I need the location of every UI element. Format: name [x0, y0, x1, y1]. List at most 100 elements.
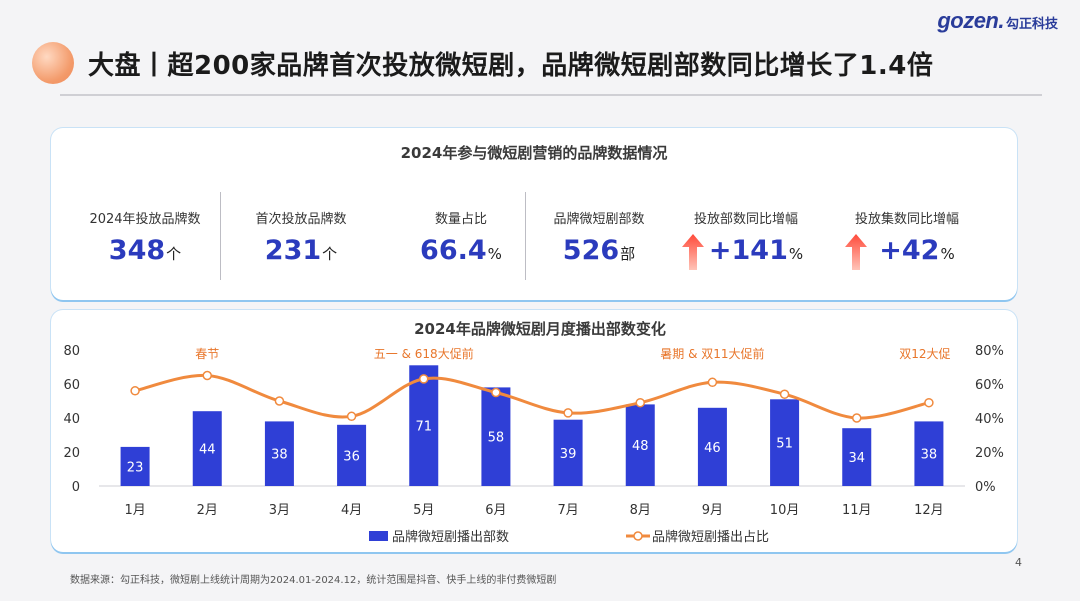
logo-cn: 勾正科技 [1005, 16, 1058, 31]
share-point [924, 397, 934, 408]
bar-data-label: 51 [776, 437, 793, 452]
share-point [202, 370, 212, 381]
y-tick-label: 20 [63, 446, 80, 461]
bar [264, 421, 294, 486]
data-source-note: 数据来源：勾正科技，微短剧上线统计周期为2024.01-2024.12，统计范围… [70, 575, 557, 586]
bar-data-label: 46 [704, 441, 721, 456]
kpi-value: 231个 [264, 235, 338, 266]
kpi-drama-yoy: 投放部数同比增幅 +141% [676, 208, 816, 266]
y2-tick-label: 60% [975, 378, 1004, 393]
bar [481, 387, 511, 486]
bar-data-label: 58 [488, 431, 505, 446]
chart-title: 2024年品牌微短剧月度播出部数变化 [414, 320, 666, 338]
up-arrow-icon [845, 234, 867, 270]
summary-title: 2024年参与微短剧营销的品牌数据情况 [400, 144, 668, 162]
bar [697, 407, 727, 486]
share-point [274, 396, 285, 406]
share-point [707, 377, 718, 388]
x-tick-label: 9月 [702, 503, 723, 518]
legend-bar-label: 品牌微短剧播出部数 [392, 529, 509, 545]
bar-data-label: 71 [415, 420, 432, 435]
share-point [779, 389, 790, 399]
kpi-value: 66.4% [420, 235, 502, 266]
up-arrow-icon [682, 234, 704, 270]
share-point [852, 413, 862, 423]
y2-tick-label: 80% [975, 344, 1004, 359]
title-decor-circle [32, 42, 74, 84]
bar [192, 411, 222, 486]
title-divider [60, 94, 1042, 96]
bar [770, 399, 800, 486]
share-point [130, 386, 140, 396]
y-tick-label: 40 [63, 412, 80, 427]
share-point [346, 411, 357, 422]
kpi-drama-count: 品牌微短剧部数 526部 [535, 208, 663, 266]
x-tick-label: 6月 [485, 503, 506, 518]
x-tick-label: 11月 [842, 503, 872, 518]
kpi-value: +42% [879, 235, 955, 266]
share-line [134, 373, 930, 420]
kpi-label: 品牌微短剧部数 [553, 212, 645, 227]
bar-data-label: 34 [848, 451, 865, 466]
y2-tick-label: 40% [975, 412, 1004, 427]
bar [914, 421, 944, 486]
kpi-value: +141% [708, 235, 804, 266]
x-tick-label: 1月 [124, 503, 145, 518]
event-annotation: 五一 & 618大促前 [374, 346, 474, 361]
kpi-divider [525, 192, 526, 280]
event-annotation: 双12大促 [899, 347, 950, 361]
x-tick-label: 5月 [413, 503, 434, 518]
kpi-value: 526部 [562, 235, 636, 266]
bar-data-label: 39 [560, 447, 577, 462]
bar-data-label: 36 [343, 449, 360, 464]
x-tick-label: 3月 [269, 503, 290, 518]
brand-logo: gozen. 勾正科技 [937, 8, 1058, 34]
y2-tick-label: 0% [975, 480, 996, 495]
legend-line-label: 品牌微短剧播出占比 [652, 529, 769, 545]
share-point [635, 397, 645, 408]
kpi-label: 2024年投放品牌数 [89, 212, 201, 227]
bar [842, 428, 872, 486]
logo-word: gozen. [937, 8, 1004, 33]
bar [553, 419, 583, 486]
kpi-value: 348个 [108, 235, 182, 266]
kpi-divider [220, 192, 221, 280]
title-row: 大盘丨超200家品牌首次投放微短剧，品牌微短剧部数同比增长了1.4倍 [32, 42, 933, 84]
kpi-brand-count: 2024年投放品牌数 348个 [75, 208, 215, 266]
y-tick-label: 80 [63, 344, 80, 359]
x-tick-label: 12月 [914, 503, 944, 518]
kpi-label: 投放集数同比增幅 [854, 212, 959, 227]
x-tick-label: 10月 [770, 503, 800, 518]
kpi-label: 投放部数同比增幅 [693, 212, 798, 227]
x-tick-label: 2月 [197, 503, 218, 518]
share-point [419, 374, 429, 384]
x-tick-label: 7月 [557, 503, 578, 518]
bar [120, 446, 150, 486]
bar-data-label: 44 [199, 443, 216, 458]
event-annotation: 春节 [195, 347, 219, 361]
kpi-label: 首次投放品牌数 [255, 212, 347, 227]
legend-line-marker [633, 531, 643, 541]
bar [337, 424, 367, 486]
bar-data-label: 38 [921, 448, 938, 463]
bar-data-label: 38 [271, 448, 288, 463]
page-number: 4 [1015, 556, 1022, 569]
bar [625, 404, 655, 486]
kpi-share: 数量占比 66.4% [391, 208, 531, 266]
y2-tick-label: 20% [975, 446, 1004, 461]
x-tick-label: 4月 [341, 503, 362, 518]
legend-bar-swatch [369, 531, 388, 541]
y-tick-label: 60 [63, 378, 80, 393]
page-title: 大盘丨超200家品牌首次投放微短剧，品牌微短剧部数同比增长了1.4倍 [88, 50, 934, 81]
x-tick-label: 8月 [630, 503, 651, 518]
bar-data-label: 23 [127, 460, 144, 475]
y-tick-label: 0 [72, 480, 80, 495]
event-annotation: 暑期 & 双11大促前 [660, 346, 764, 361]
share-point [491, 387, 501, 398]
kpi-episode-yoy: 投放集数同比增幅 +42% [837, 208, 977, 266]
kpi-first-brand: 首次投放品牌数 231个 [231, 208, 371, 266]
share-point [563, 408, 573, 418]
kpi-label: 数量占比 [434, 212, 487, 227]
summary-card: 2024年参与微短剧营销的品牌数据情况 2024年投放品牌数 348个 首次投放… [51, 128, 1017, 300]
